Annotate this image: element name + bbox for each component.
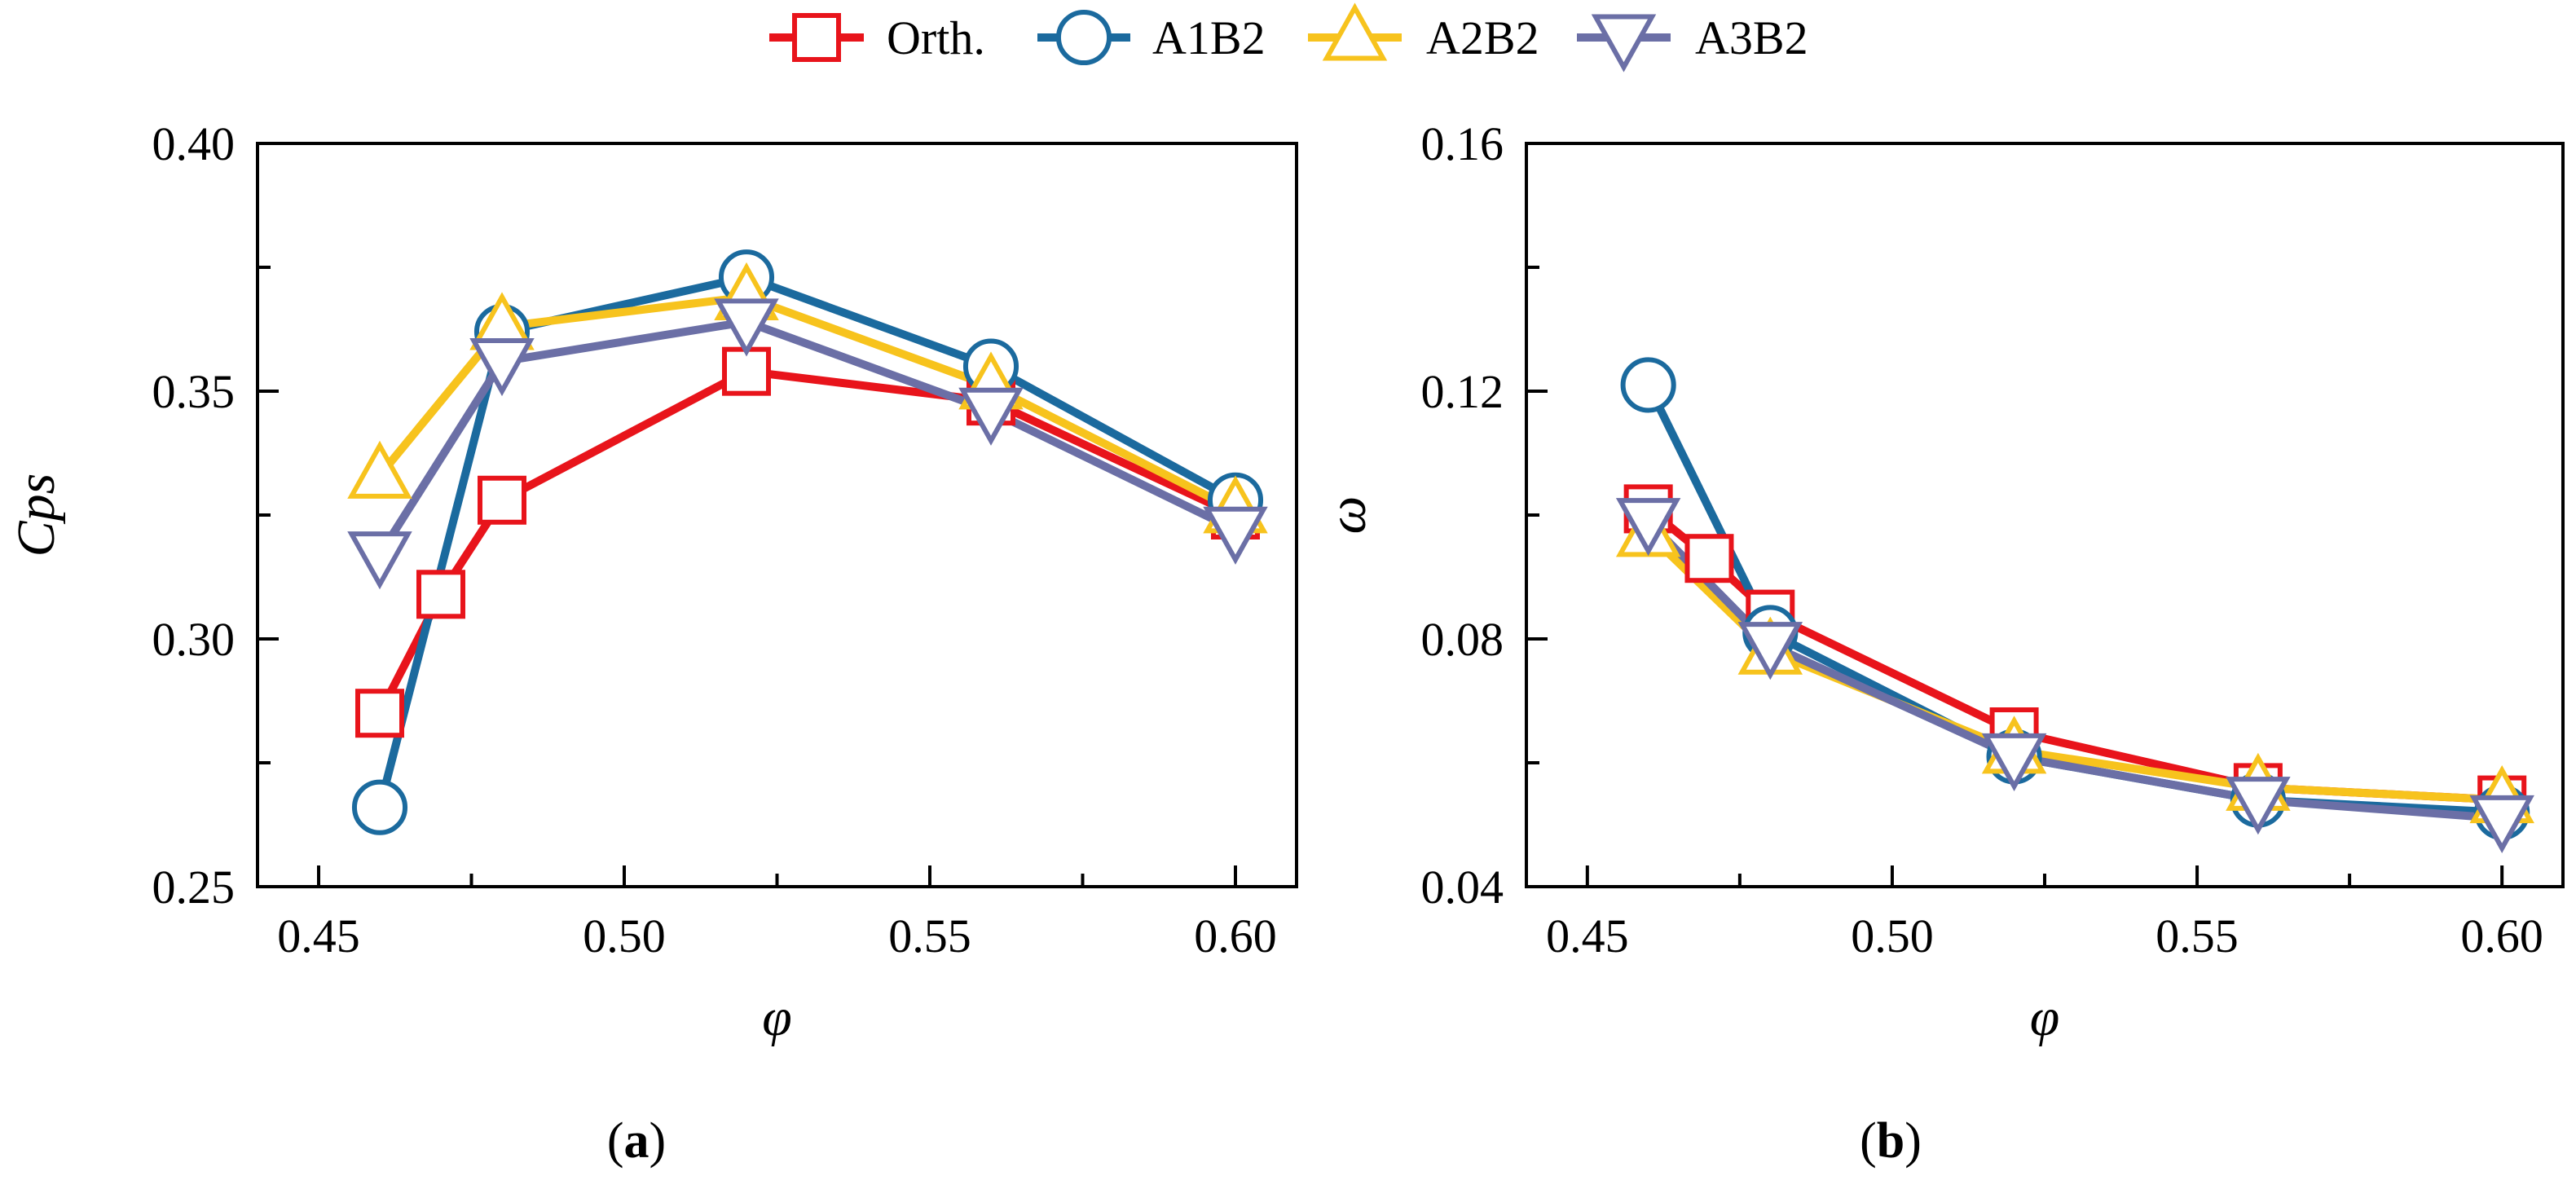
legend-label-orth: Orth.	[887, 11, 985, 64]
data-point-a3b2	[469, 338, 535, 397]
data-point-a3b2	[1203, 506, 1268, 565]
data-point-a3b2	[958, 387, 1024, 446]
panel-a: 0.45 0.50 0.55 0.60 0.25 0.30 0.35 0.40 φ Cps (a)	[7, 117, 1298, 1169]
data-point-a1b2	[1620, 357, 1676, 413]
data-point-orth	[416, 570, 465, 619]
y-tick-label: 0.12	[1421, 365, 1504, 418]
data-point-orth	[355, 689, 404, 738]
plot-frame	[256, 142, 1298, 888]
panel-label: (b)	[1860, 1113, 1922, 1169]
data-point-a3b2	[1615, 498, 1681, 557]
data-point-a2b2	[347, 440, 412, 499]
x-tick-label: 0.55	[2155, 909, 2239, 962]
legend-label-a3b2: A3B2	[1695, 11, 1808, 64]
triangle-up-icon	[1322, 2, 1388, 61]
data-point-a3b2	[2469, 795, 2534, 853]
y-tick-label: 0.16	[1421, 117, 1504, 170]
data-point-orth	[1684, 534, 1734, 583]
x-tick-label: 0.60	[2460, 909, 2543, 962]
data-point-a3b2	[1981, 733, 2047, 791]
y-tick-label: 0.08	[1421, 613, 1504, 666]
plot-frame	[1525, 142, 2565, 888]
data-point-a3b2	[2226, 777, 2291, 835]
x-tick-label: 0.45	[277, 909, 360, 962]
x-axis-title: φ	[762, 988, 792, 1047]
data-point-a3b2	[1737, 622, 1803, 680]
triangle-down-icon	[1591, 14, 1657, 73]
y-axis-title: ω	[1318, 496, 1377, 535]
data-point-orth	[478, 475, 526, 525]
square-icon	[792, 13, 841, 62]
x-tick-label: 0.60	[1194, 909, 1277, 962]
y-tick-label: 0.25	[152, 861, 236, 914]
x-tick-label: 0.55	[888, 909, 971, 962]
y-tick-label: 0.30	[152, 613, 236, 666]
legend-label-a2b2: A2B2	[1426, 11, 1539, 64]
legend-label-a1b2: A1B2	[1152, 11, 1266, 64]
legend: Orth. A1B2 A2B2 A3B2	[769, 2, 1808, 73]
x-tick-label: 0.50	[583, 909, 666, 962]
y-tick-label: 0.04	[1421, 861, 1504, 914]
data-point-a3b2	[714, 298, 779, 357]
circle-icon	[1055, 9, 1112, 66]
data-point-a3b2	[347, 531, 412, 590]
panel-b: 0.45 0.50 0.55 0.60 0.04 0.08 0.12 0.16 φ ω (b)	[1318, 117, 2565, 1169]
x-tick-label: 0.50	[1851, 909, 1934, 962]
x-tick-label: 0.45	[1546, 909, 1629, 962]
y-tick-label: 0.40	[152, 117, 236, 170]
series-line-orth	[376, 367, 1238, 716]
panel-label: (a)	[607, 1113, 666, 1169]
x-axis-title: φ	[2030, 988, 2060, 1047]
y-tick-label: 0.35	[152, 365, 236, 418]
data-point-a1b2	[351, 779, 408, 835]
y-axis-title: Cps	[7, 473, 66, 557]
